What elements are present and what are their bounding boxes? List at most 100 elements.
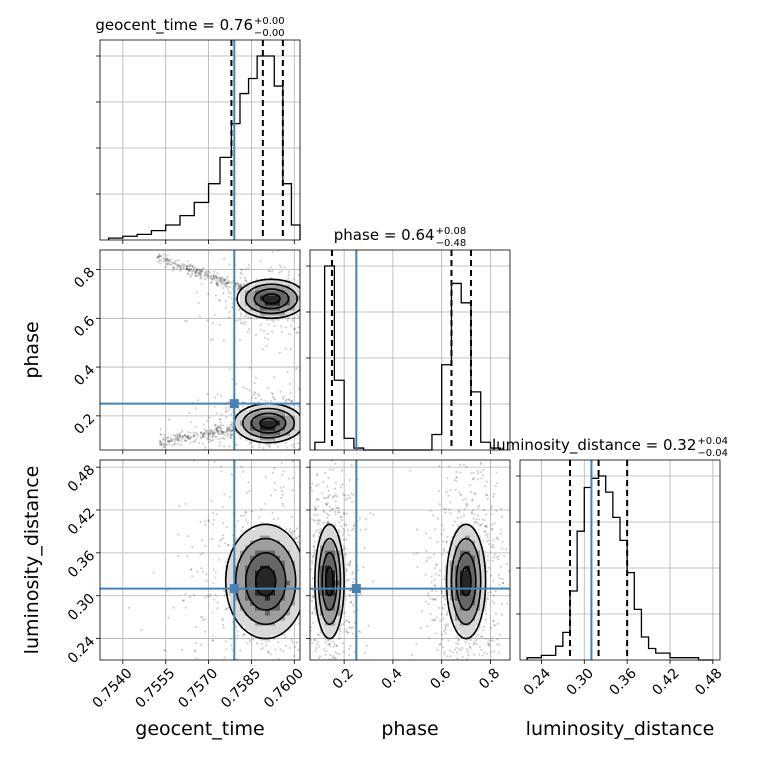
sample-point (425, 532, 428, 535)
sample-point (165, 258, 168, 262)
sample-point (501, 577, 504, 581)
sample-point (302, 407, 304, 409)
sample-point (185, 266, 188, 269)
sample-point (313, 392, 315, 394)
sample-point (194, 271, 197, 274)
density-cell (265, 295, 271, 301)
sample-point (498, 643, 501, 646)
sample-point (168, 418, 171, 421)
sample-point (476, 506, 480, 509)
sample-point (495, 537, 498, 540)
density-cell (315, 555, 321, 561)
density-cell (460, 575, 466, 581)
sample-point (274, 489, 277, 492)
sample-point (305, 324, 307, 326)
sample-point (492, 579, 495, 582)
sample-point (223, 589, 226, 592)
sample-point (487, 539, 490, 542)
sample-point (305, 276, 307, 278)
density-cell (290, 300, 296, 306)
sample-point (280, 496, 283, 500)
sample-point (180, 440, 183, 443)
density-cell (270, 420, 276, 426)
sample-point (302, 589, 304, 591)
sample-point (497, 651, 500, 654)
sample-point (207, 432, 210, 435)
density-cell (240, 415, 246, 421)
panel-frame (309, 249, 511, 451)
sample-point (396, 418, 398, 420)
sample-point (316, 497, 319, 500)
sample-point (163, 442, 166, 446)
sample-point (472, 471, 475, 474)
sample-point (481, 635, 484, 638)
sample-point (313, 315, 315, 317)
sample-point (422, 678, 424, 680)
density-cell (460, 580, 466, 586)
sample-point (217, 431, 220, 434)
sample-point (202, 619, 205, 622)
density-cell (480, 570, 486, 576)
sample-point (203, 274, 207, 277)
sample-point (221, 617, 224, 620)
sample-point (230, 423, 233, 426)
sample-point (223, 279, 226, 282)
density-cell (240, 580, 246, 586)
sample-point (176, 434, 180, 437)
sample-point (159, 428, 163, 431)
sample-point (348, 561, 352, 564)
sample-point (440, 590, 443, 593)
sample-point (310, 599, 314, 603)
sample-point (312, 651, 314, 653)
sample-point (317, 657, 321, 660)
sample-point (482, 625, 486, 628)
sample-point (322, 480, 325, 484)
sample-point (514, 526, 516, 528)
x-axis-label-luminosity_distance: luminosity_distance (526, 718, 715, 740)
density-cell (295, 290, 300, 296)
sample-point (280, 330, 283, 334)
sample-point (226, 433, 229, 436)
sample-point (235, 537, 238, 540)
density-cell (280, 295, 286, 301)
sample-point (272, 661, 274, 663)
density-cell (235, 425, 241, 431)
sample-point (194, 271, 197, 274)
sample-point (311, 562, 314, 565)
sample-point (239, 271, 242, 274)
sample-point (295, 537, 299, 540)
density-cell (275, 580, 281, 586)
sample-point (225, 281, 228, 284)
sample-point (430, 663, 432, 665)
sample-point (266, 337, 270, 340)
sample-point (213, 598, 216, 601)
density-cell (275, 430, 281, 436)
sample-point (438, 643, 441, 646)
density-cell (340, 580, 346, 586)
density-cell (295, 550, 300, 556)
sample-point (220, 430, 223, 433)
sample-point (170, 439, 173, 442)
sample-point (456, 667, 458, 669)
sample-point (182, 664, 184, 666)
sample-point (338, 653, 341, 656)
density-cell (250, 410, 256, 416)
sample-point (236, 634, 239, 637)
sample-point (304, 612, 306, 614)
sample-point (240, 273, 243, 276)
sample-point (313, 639, 316, 642)
sample-point (301, 381, 303, 383)
sample-point (433, 553, 436, 556)
density-cell (330, 530, 336, 536)
sample-point (327, 663, 329, 665)
sample-point (285, 398, 288, 401)
sample-point (260, 642, 263, 645)
sample-point (460, 729, 462, 731)
sample-point (192, 441, 195, 444)
sample-point (296, 541, 299, 544)
density-cell (255, 580, 261, 586)
sample-point (473, 513, 476, 516)
sample-point (318, 669, 320, 671)
sample-point (323, 681, 325, 683)
sample-point (317, 667, 319, 669)
